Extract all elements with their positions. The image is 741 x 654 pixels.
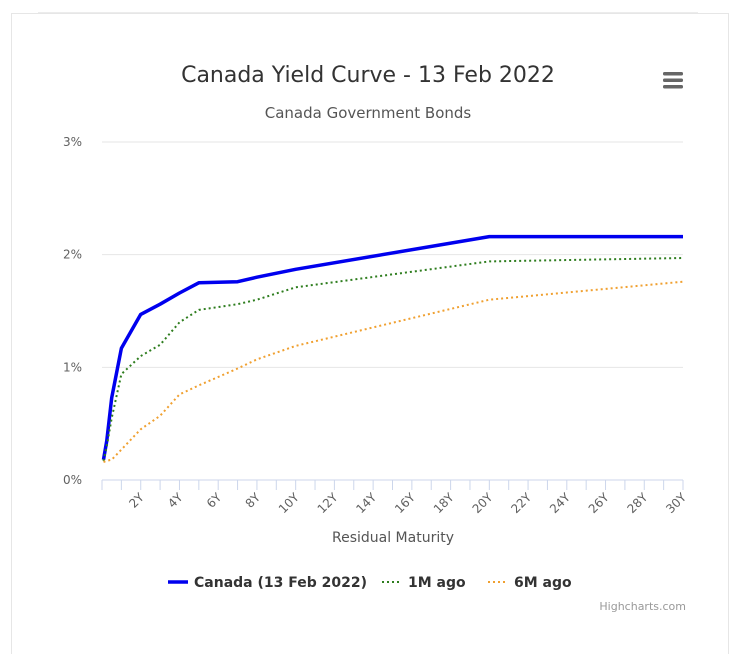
series-lines (101, 234, 684, 463)
hamburger-menu-icon (663, 72, 683, 89)
chart-title: Canada Yield Curve - 13 Feb 2022 (181, 63, 555, 88)
x-tick-label: 14Y (353, 490, 379, 516)
legend-item[interactable]: Canada (13 Feb 2022) (168, 575, 367, 591)
x-tick-label: 6Y (204, 490, 225, 511)
x-tick-label: 30Y (663, 490, 689, 516)
y-axis-ticks: 0% 1% 2% 3% (63, 135, 82, 487)
x-tick-label: 22Y (508, 490, 534, 516)
x-tick-label: 2Y (126, 490, 147, 511)
credits-link[interactable]: Highcharts.com (599, 600, 686, 613)
x-tick-label: 4Y (165, 490, 186, 511)
x-tick-label: 28Y (625, 490, 651, 516)
x-tick-label: 26Y (586, 490, 612, 516)
legend-label: Canada (13 Feb 2022) (194, 575, 367, 591)
x-axis-title: Residual Maturity (332, 530, 454, 546)
legend-label: 1M ago (408, 575, 466, 591)
x-tick-label: 18Y (431, 490, 457, 516)
legend-item[interactable]: 6M ago (488, 575, 572, 591)
y-tick-label: 0% (63, 473, 82, 487)
x-tick-label: 12Y (315, 490, 341, 516)
x-tick-label: 24Y (547, 490, 573, 516)
chart-menu-button[interactable] (656, 66, 690, 94)
y-tick-label: 1% (63, 360, 82, 374)
y-tick-label: 2% (63, 248, 82, 262)
legend-item[interactable]: 1M ago (382, 575, 466, 591)
x-tick-label: 20Y (470, 490, 496, 516)
x-tick-label: 8Y (243, 490, 264, 511)
legend: Canada (13 Feb 2022) 1M ago 6M ago (168, 575, 572, 591)
series-line-1 (101, 234, 683, 460)
yield-curve-chart: Canada Yield Curve - 13 Feb 2022 Canada … (63, 63, 690, 613)
chart-subtitle: Canada Government Bonds (265, 104, 472, 122)
x-tick-label: 16Y (392, 490, 418, 516)
y-tick-label: 3% (63, 135, 82, 149)
grid-lines (102, 141, 683, 481)
legend-label: 6M ago (514, 575, 572, 591)
top-divider (38, 12, 698, 13)
x-axis: 2Y 4Y 6Y 8Y 10Y 12Y 14Y 16Y 18Y 20Y 22Y 24Y 26Y 28Y 30… (101, 479, 690, 516)
x-tick-label: 10Y (276, 490, 302, 516)
series-line-3 (103, 280, 684, 463)
